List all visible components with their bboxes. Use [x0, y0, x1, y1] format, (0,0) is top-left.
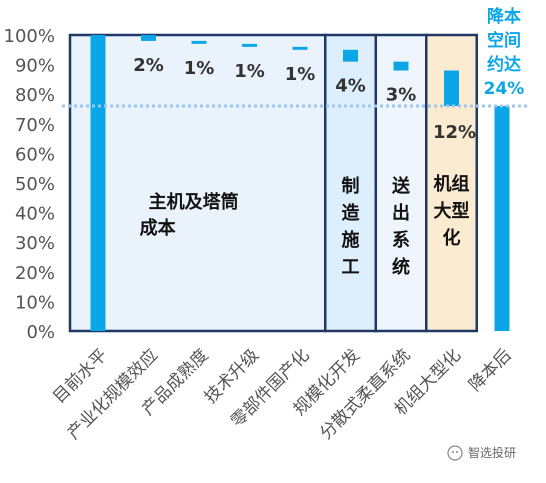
group-label-line: 主机及塔筒 — [149, 191, 239, 213]
x-axis: 目前水平产业化规模效应产品成熟度技术升级零部件国产化规模化开发分散式柔直系统机组… — [49, 345, 515, 444]
group-label-char: 统 — [392, 256, 410, 278]
y-tick-label: 10% — [15, 292, 55, 313]
data-label: 2% — [133, 55, 164, 76]
group-label-line: 化 — [443, 227, 461, 249]
annotation-text: 降本空间约达 24% — [484, 6, 525, 99]
group-label-line: 大型 — [434, 200, 470, 222]
group-label: 机组大型化 — [434, 173, 470, 249]
x-tick-label: 产业化规模效应 — [64, 345, 162, 443]
group-boxes: 主机及塔筒成本 制造施工 送出系统 机组大型化 — [68, 33, 478, 333]
annotation-line: 空间 — [487, 30, 521, 51]
group-label-char: 施 — [342, 229, 360, 251]
group-label-char: 造 — [342, 202, 360, 224]
group-label: 制造施工 — [342, 176, 360, 278]
y-tick-label: 40% — [15, 204, 55, 225]
y-tick-label: 60% — [15, 144, 55, 165]
y-tick-label: 90% — [15, 56, 55, 77]
data-label: 4% — [335, 76, 366, 97]
data-label: 12% — [433, 122, 476, 143]
bar — [242, 43, 257, 47]
group-label: 送出系统 — [391, 175, 411, 278]
value-labels: 2% 1% 1% 1% 4% 3% 12% — [133, 55, 476, 143]
bar — [191, 40, 207, 44]
bars — [90, 35, 510, 331]
y-tick-label: 30% — [15, 233, 55, 254]
bar — [141, 35, 156, 41]
watermark-text: 智选投研 — [467, 446, 516, 460]
bar — [292, 46, 308, 50]
group-label-char: 系 — [392, 230, 410, 251]
data-label: 3% — [386, 85, 417, 106]
y-tick-label: 70% — [15, 115, 55, 136]
wechat-icon — [447, 444, 463, 461]
bar — [494, 106, 510, 331]
y-axis: 0% 10% 20% 30% 40% 50% 60% 70% 80% 90% 100% — [4, 26, 55, 343]
annotation-line: 约达 — [487, 54, 521, 75]
bar — [393, 61, 409, 71]
bar — [90, 35, 106, 331]
y-tick-label: 80% — [15, 85, 55, 106]
group-label-char: 送 — [391, 175, 411, 197]
data-label: 1% — [285, 64, 316, 85]
group-label-line: 成本 — [140, 217, 176, 239]
y-tick-label: 20% — [15, 263, 55, 284]
data-label: 1% — [234, 61, 265, 82]
group-box — [68, 33, 327, 333]
group-label-char: 出 — [392, 202, 410, 224]
x-tick-label: 分散式柔直系统 — [316, 345, 414, 443]
watermark: 智选投研 — [447, 444, 516, 461]
x-tick-label: 降本后 — [465, 345, 515, 395]
annotation-line: 24% — [484, 79, 525, 99]
y-tick-label: 100% — [4, 26, 55, 47]
y-tick-label: 0% — [26, 322, 55, 343]
group-label-char: 工 — [342, 257, 360, 278]
y-tick-label: 50% — [15, 174, 55, 195]
data-label: 1% — [184, 58, 215, 79]
bar — [343, 49, 358, 62]
group-label-line: 机组 — [434, 173, 470, 195]
bar — [444, 70, 459, 107]
annotation-line: 降本 — [487, 6, 521, 27]
group-label: 主机及塔筒成本 — [140, 191, 239, 239]
group-label-char: 制 — [342, 176, 360, 197]
annotation: 降本空间约达 24% — [484, 6, 525, 99]
group-box — [374, 33, 428, 333]
